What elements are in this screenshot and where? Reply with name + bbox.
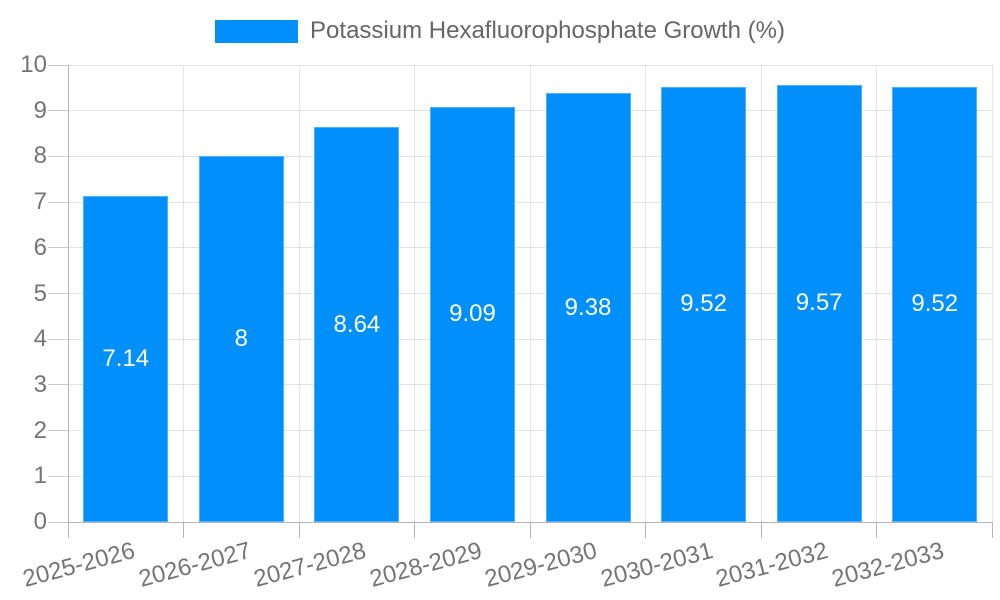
y-axis-tick: [48, 247, 68, 249]
bar[interactable]: [545, 93, 631, 522]
y-axis-tick: [48, 155, 68, 157]
bar[interactable]: [429, 106, 515, 522]
legend-swatch-icon: [215, 19, 299, 43]
y-axis-label: 9: [33, 96, 47, 124]
x-gridline: [992, 65, 993, 522]
y-axis-label: 6: [33, 233, 47, 261]
x-axis-label: 2032-2033: [828, 537, 947, 593]
y-axis-tick: [48, 338, 68, 340]
x-axis-tick: [760, 522, 762, 538]
y-axis-tick: [48, 384, 68, 386]
bar[interactable]: [776, 84, 862, 522]
y-axis-label: 2: [33, 416, 47, 444]
y-axis-tick: [48, 64, 68, 66]
y-gridline: [68, 64, 993, 66]
x-axis-label: 2027-2028: [251, 537, 369, 593]
y-axis-label: 0: [33, 508, 47, 535]
x-gridline: [645, 65, 647, 522]
y-axis-tick: [48, 201, 68, 203]
x-axis-tick: [183, 522, 185, 538]
y-axis-label: 8: [33, 142, 47, 170]
x-gridline: [183, 65, 185, 522]
legend-label: Potassium Hexafluorophosphate Growth (%): [310, 17, 785, 44]
y-axis-tick: [48, 475, 68, 477]
x-gridline: [529, 65, 531, 522]
x-gridline: [876, 65, 878, 522]
y-axis-label: 5: [33, 279, 47, 307]
bar[interactable]: [661, 86, 747, 522]
x-axis-label: 2028-2029: [366, 537, 485, 593]
y-axis-tick: [48, 110, 68, 112]
x-axis-label: 2030-2031: [597, 537, 716, 593]
x-axis-tick: [645, 522, 647, 538]
x-axis-tick: [414, 522, 416, 538]
x-axis-tick: [876, 522, 878, 538]
bar[interactable]: [314, 127, 400, 522]
x-axis-label: 2029-2030: [482, 537, 601, 593]
y-axis-label: 10: [20, 51, 47, 78]
bar[interactable]: [892, 86, 978, 522]
x-axis-tick: [529, 522, 531, 538]
x-axis-label: 2026-2027: [135, 537, 254, 593]
x-gridline: [414, 65, 416, 522]
y-axis-label: 3: [33, 370, 47, 398]
y-axis-line: [67, 65, 69, 538]
x-axis-tick: [298, 522, 300, 538]
y-axis-tick: [48, 430, 68, 432]
x-axis-tick: [992, 522, 993, 538]
x-gridline: [760, 65, 762, 522]
y-axis-tick: [48, 521, 68, 523]
x-axis-label: 2025-2026: [19, 537, 138, 593]
y-axis-label: 4: [33, 325, 47, 353]
legend[interactable]: Potassium Hexafluorophosphate Growth (%): [0, 17, 1000, 45]
y-axis-label: 7: [33, 188, 47, 216]
x-axis-label: 2031-2032: [713, 537, 832, 593]
bar[interactable]: [83, 195, 169, 522]
y-axis-label: 1: [33, 462, 47, 490]
x-gridline: [298, 65, 300, 522]
bar[interactable]: [198, 156, 284, 522]
y-axis-tick: [48, 293, 68, 294]
